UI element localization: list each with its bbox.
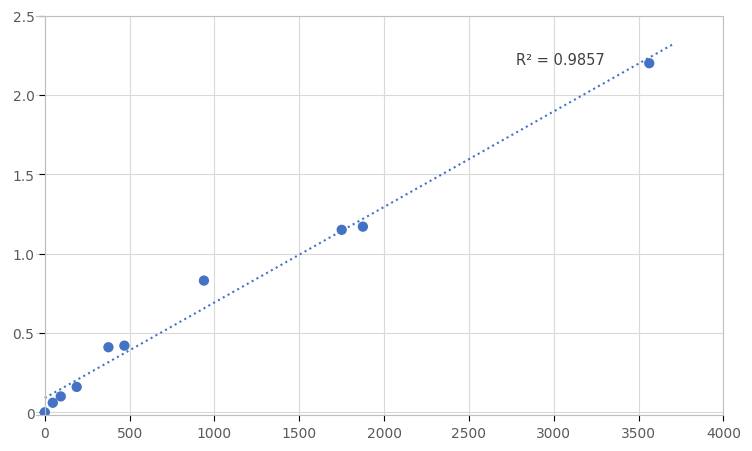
Point xyxy=(118,342,130,350)
Point xyxy=(102,344,114,351)
Point xyxy=(71,383,83,391)
Point xyxy=(55,393,67,400)
Point xyxy=(643,60,655,68)
Text: R² = 0.9857: R² = 0.9857 xyxy=(517,53,605,68)
Point xyxy=(198,277,210,285)
Point xyxy=(47,399,59,406)
Point xyxy=(335,227,347,234)
Point xyxy=(39,409,51,416)
Point xyxy=(357,224,369,231)
